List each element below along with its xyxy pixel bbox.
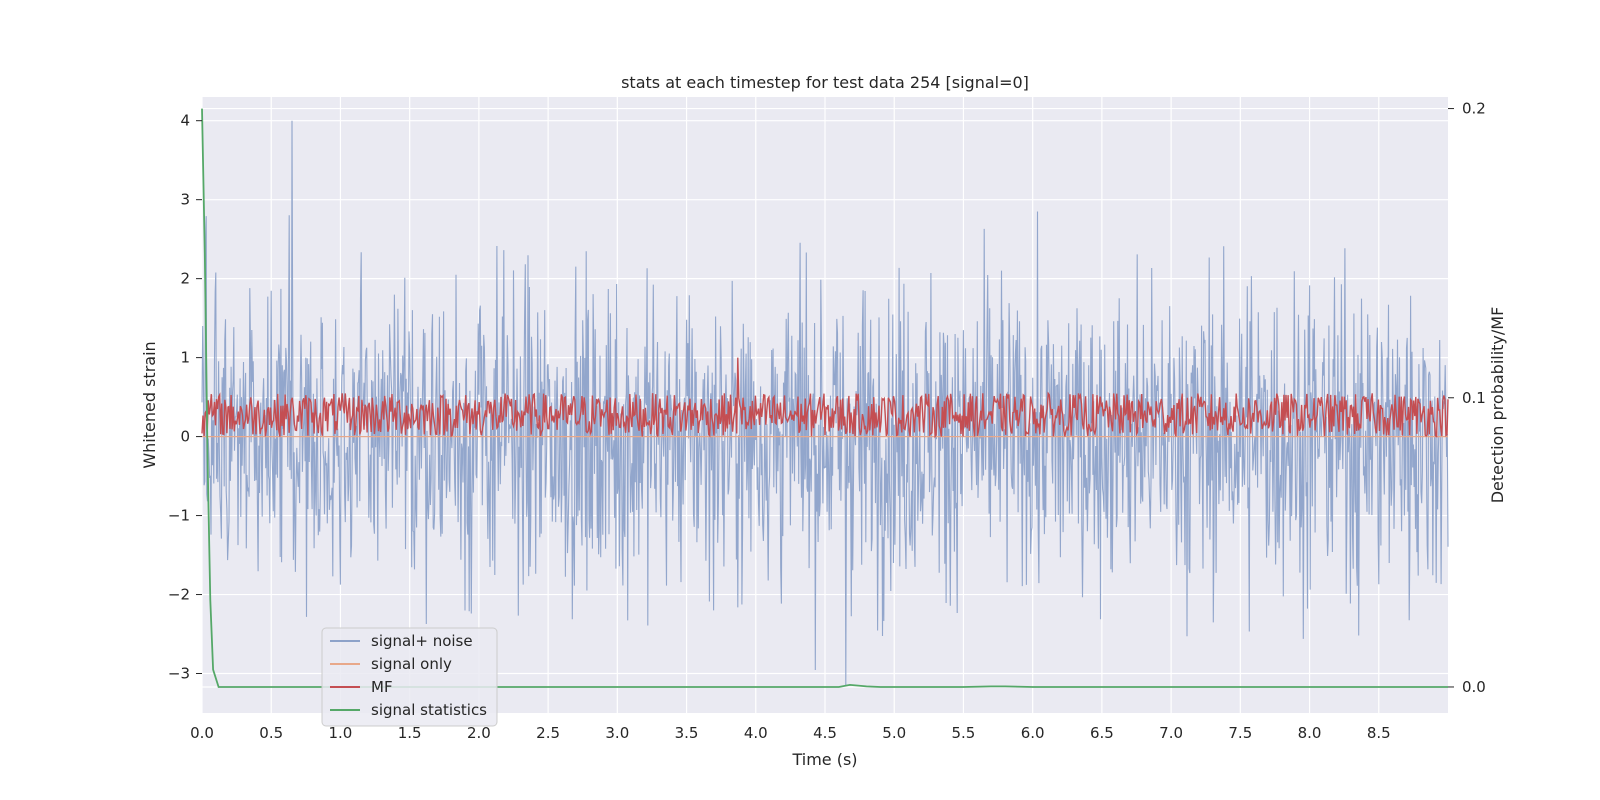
right-axis-ticks: 0.2 0.1 0.0 bbox=[1448, 100, 1486, 696]
mf-series bbox=[201, 357, 1449, 439]
x-tick-label: 0.0 bbox=[190, 724, 214, 742]
right-tick-label: 0.2 bbox=[1462, 100, 1486, 118]
x-tick-label: 5.5 bbox=[952, 724, 976, 742]
y-tick-label: 0 bbox=[180, 428, 190, 446]
x-tick-label: 2.0 bbox=[467, 724, 491, 742]
signal-statistics-series bbox=[201, 108, 1448, 688]
x-tick-label: 3.5 bbox=[675, 724, 699, 742]
y-axis-ticks: 4 3 2 1 0 −1 −2 −3 bbox=[168, 112, 202, 683]
x-tick-label: 7.0 bbox=[1159, 724, 1183, 742]
y-tick-label: −2 bbox=[168, 586, 190, 604]
grid bbox=[201, 97, 1448, 713]
y-tick-label: 4 bbox=[180, 112, 190, 130]
signal-noise-line bbox=[201, 120, 1449, 686]
x-tick-label: 7.5 bbox=[1228, 724, 1252, 742]
x-tick-label: 8.0 bbox=[1298, 724, 1322, 742]
right-tick-label: 0.1 bbox=[1462, 389, 1486, 407]
right-axis-label: Detection probability/MF bbox=[1488, 307, 1507, 504]
x-tick-label: 4.0 bbox=[744, 724, 768, 742]
legend-label-signal-statistics: signal statistics bbox=[371, 701, 487, 719]
x-tick-label: 6.5 bbox=[1090, 724, 1114, 742]
legend-label-mf: MF bbox=[371, 678, 393, 696]
x-axis-label: Time (s) bbox=[791, 750, 857, 769]
x-tick-label: 2.5 bbox=[536, 724, 560, 742]
x-tick-label: 0.5 bbox=[259, 724, 283, 742]
mf-line bbox=[201, 357, 1449, 439]
legend-label-signal-noise: signal+ noise bbox=[371, 632, 473, 650]
y-tick-label: −1 bbox=[168, 507, 190, 525]
x-tick-label: 8.5 bbox=[1367, 724, 1391, 742]
signal-statistics-line bbox=[201, 108, 1448, 688]
legend-label-signal-only: signal only bbox=[371, 655, 452, 673]
y-tick-label: 2 bbox=[180, 270, 190, 288]
right-tick-label: 0.0 bbox=[1462, 678, 1486, 696]
x-tick-label: 4.5 bbox=[813, 724, 837, 742]
chart-title: stats at each timestep for test data 254… bbox=[621, 73, 1029, 92]
y-axis-label: Whitened strain bbox=[140, 341, 159, 468]
y-tick-label: 3 bbox=[180, 191, 190, 209]
y-tick-label: 1 bbox=[180, 349, 190, 367]
x-tick-label: 1.5 bbox=[398, 724, 422, 742]
x-tick-label: 1.0 bbox=[329, 724, 353, 742]
x-axis-ticks: 0.0 0.5 1.0 1.5 2.0 2.5 3.0 3.5 4.0 4.5 5.0 5.5 6.0 6… bbox=[190, 724, 1391, 742]
legend-box bbox=[321, 627, 498, 727]
x-tick-label: 5.0 bbox=[882, 724, 906, 742]
signal-noise-series bbox=[201, 120, 1449, 686]
legend: signal+ noise signal only MF signal stat… bbox=[321, 627, 498, 727]
y-tick-label: −3 bbox=[168, 665, 190, 683]
x-tick-label: 3.0 bbox=[605, 724, 629, 742]
x-tick-label: 6.0 bbox=[1021, 724, 1045, 742]
